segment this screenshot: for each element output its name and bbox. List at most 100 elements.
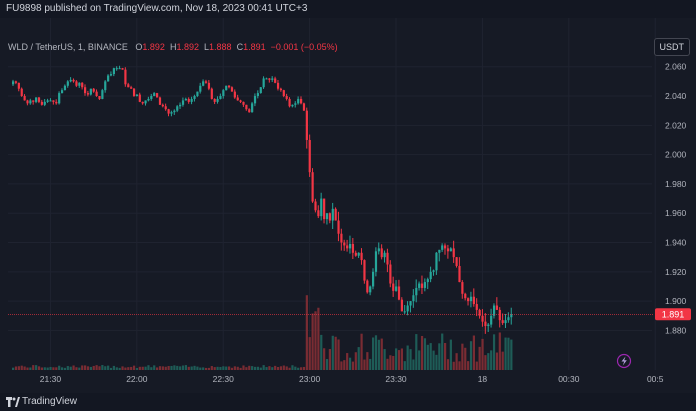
candle-body (389, 264, 392, 284)
candles (12, 65, 513, 334)
close-label: C (236, 42, 244, 52)
volume-bar (75, 367, 78, 370)
candle-body (256, 93, 259, 97)
volume-bar (328, 349, 331, 370)
volume-bar (161, 366, 164, 370)
candle-body (104, 81, 107, 91)
volume-bar (268, 366, 271, 370)
candle-body (248, 109, 251, 113)
candle-body (305, 110, 308, 140)
candle-body (487, 324, 490, 327)
volume-bar (262, 365, 265, 370)
open-value: 1.892 (142, 42, 165, 52)
candle-body (101, 90, 104, 99)
candle-body (444, 245, 447, 249)
volume-bar (386, 358, 389, 370)
candlestick-chart[interactable]: 2.060 2.040 2.020 2.000 1.980 1.960 1.940 1.920… (0, 18, 696, 393)
currency-badge[interactable]: USDT (653, 38, 690, 56)
candle-body (253, 96, 257, 104)
volume-bar (58, 365, 61, 370)
volume-bar (504, 337, 507, 370)
lightning-icon[interactable] (616, 353, 632, 369)
candle-body (472, 296, 475, 305)
volume-bar (285, 366, 288, 370)
volume-bar (98, 366, 101, 370)
volume-bar (92, 365, 95, 370)
candle-body (124, 69, 127, 85)
volume-bar (432, 350, 435, 370)
volume-bar (52, 367, 55, 370)
volume-bar (395, 348, 398, 370)
time-axis[interactable]: 21:30 22:00 22:30 23:00 23:30 18 00:30 00:5 (40, 374, 664, 384)
chart-panel[interactable]: 2.060 2.040 2.020 2.000 1.980 1.960 1.940 1.920… (0, 18, 696, 393)
candle-body (199, 85, 202, 92)
publish-info: FU9898 published on TradingView.com, Nov… (0, 0, 696, 18)
candle-body (455, 257, 458, 266)
volume-bar (138, 366, 141, 370)
volume-bar (84, 365, 87, 370)
candle-body (478, 309, 481, 316)
price-tick-label: 1.880 (665, 325, 687, 335)
volume-bar (118, 367, 121, 370)
volume-bar (156, 367, 159, 370)
volume-bar (475, 361, 478, 370)
symbol-name[interactable]: WLD / TetherUS, 1, BINANCE (8, 42, 128, 52)
volume-bar (300, 367, 303, 370)
volume-bar (320, 334, 323, 370)
volume-bar (346, 353, 349, 370)
volume-bar (170, 365, 173, 370)
volume-bar (331, 335, 334, 370)
volume-bar (351, 361, 355, 370)
candle-body (147, 98, 150, 101)
candle-body (40, 101, 43, 105)
price-tick-label: 2.000 (665, 150, 687, 160)
candle-body (507, 317, 510, 321)
volume-bar (441, 333, 444, 370)
candle-body (452, 248, 455, 258)
candle-body (291, 104, 294, 107)
candle-body (78, 82, 81, 86)
candle-body (481, 315, 484, 322)
volume-bar (308, 337, 311, 370)
volume-bar (164, 366, 167, 370)
candle-body (225, 85, 228, 91)
open-label: O (135, 42, 143, 52)
price-tick-label: 1.980 (665, 179, 687, 189)
volume-bar (279, 366, 283, 370)
volume-bar (40, 367, 43, 370)
candle-body (369, 286, 372, 293)
candle-body (311, 172, 314, 202)
low-label: L (204, 42, 210, 52)
candle-body (285, 96, 288, 99)
candle-body (12, 81, 15, 85)
candle-body (75, 81, 78, 86)
volume-bar (124, 367, 127, 370)
volume-bar (259, 367, 262, 370)
footer-brand[interactable]: TradingView (22, 396, 78, 407)
volume-bar (141, 366, 144, 370)
tradingview-logo-icon[interactable] (6, 397, 20, 407)
volume-bar (501, 351, 504, 370)
candle-body (14, 81, 18, 83)
price-axis[interactable]: 2.060 2.040 2.020 2.000 1.980 1.960 1.940 1.920… (665, 62, 687, 336)
candle-body (314, 201, 317, 211)
candle-body (187, 98, 190, 102)
candle-body (219, 96, 222, 99)
candle-body (271, 78, 274, 80)
volume-bar (107, 365, 110, 370)
volume-bar (464, 347, 467, 370)
close-value: 1.891 (243, 42, 266, 52)
volume-bar (348, 357, 352, 370)
candle-body (415, 287, 418, 296)
candle-body (498, 309, 501, 321)
candle-body (109, 74, 113, 76)
high-label: H (169, 42, 177, 52)
volume-bar (487, 353, 490, 370)
price-tick-label: 2.020 (665, 120, 687, 130)
volume-bar (135, 367, 139, 370)
candle-body (251, 103, 254, 113)
candle-body (176, 106, 179, 111)
volume-bar (173, 365, 176, 370)
volume-bar (452, 361, 455, 370)
candle-body (202, 81, 205, 86)
